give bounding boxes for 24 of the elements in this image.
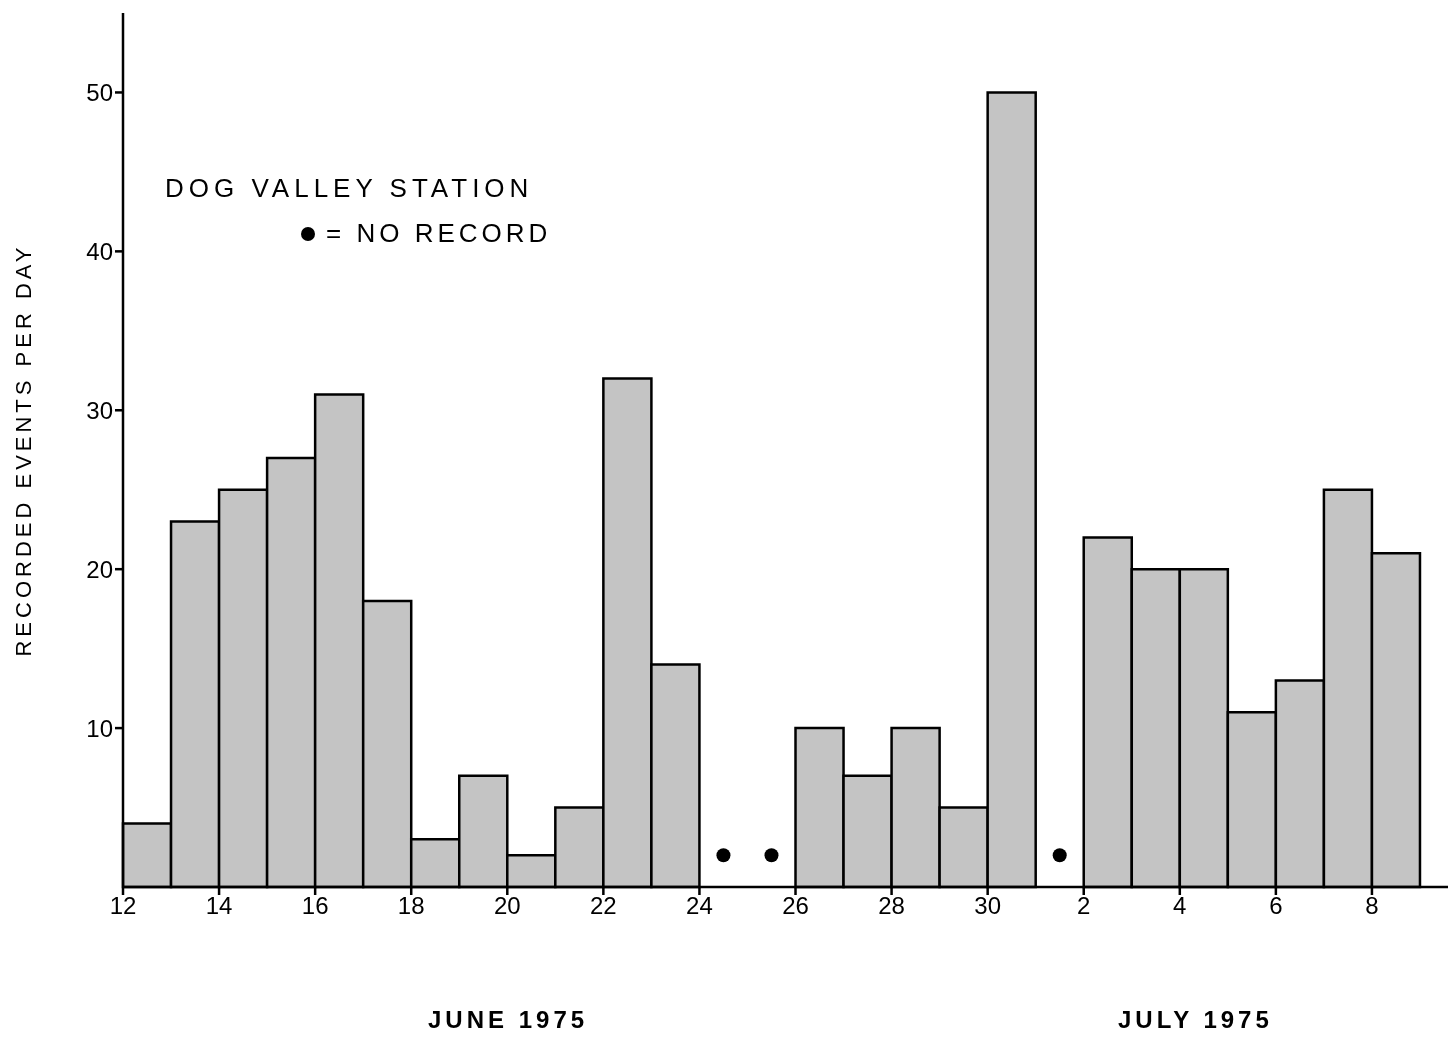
y-tick-label: 20 [86, 555, 113, 583]
x-tick-label: 12 [109, 892, 137, 920]
x-tick-label: 30 [974, 892, 1001, 920]
x-tick-label: 28 [878, 892, 905, 920]
text: JULY 1975 [1118, 1006, 1273, 1034]
y-tick-label: 50 [86, 78, 113, 106]
x-tick-label: 24 [686, 892, 713, 920]
text: JUNE 1975 [428, 1006, 589, 1034]
x-tick-label: 16 [301, 892, 329, 920]
legend-label: = NO RECORD [326, 218, 552, 249]
x-tick-label: 2 [1077, 892, 1091, 920]
x-tick-label: 22 [590, 892, 617, 920]
y-tick-label: 30 [86, 396, 113, 424]
y-tick-label: 40 [86, 237, 113, 265]
x-tick-label: 20 [493, 892, 521, 920]
text: DOG VALLEY STATION [165, 173, 535, 204]
x-tick-label: 4 [1173, 892, 1187, 920]
y-tick-label: 10 [86, 714, 113, 742]
x-tick-label: 6 [1269, 892, 1283, 920]
x-tick-label: 14 [205, 892, 233, 920]
x-tick-label: 26 [782, 892, 809, 920]
x-tick-label: 8 [1365, 892, 1379, 920]
y-axis-title: RECORDED EVENTS PER DAY [10, 243, 36, 657]
x-tick-label: 18 [397, 892, 425, 920]
